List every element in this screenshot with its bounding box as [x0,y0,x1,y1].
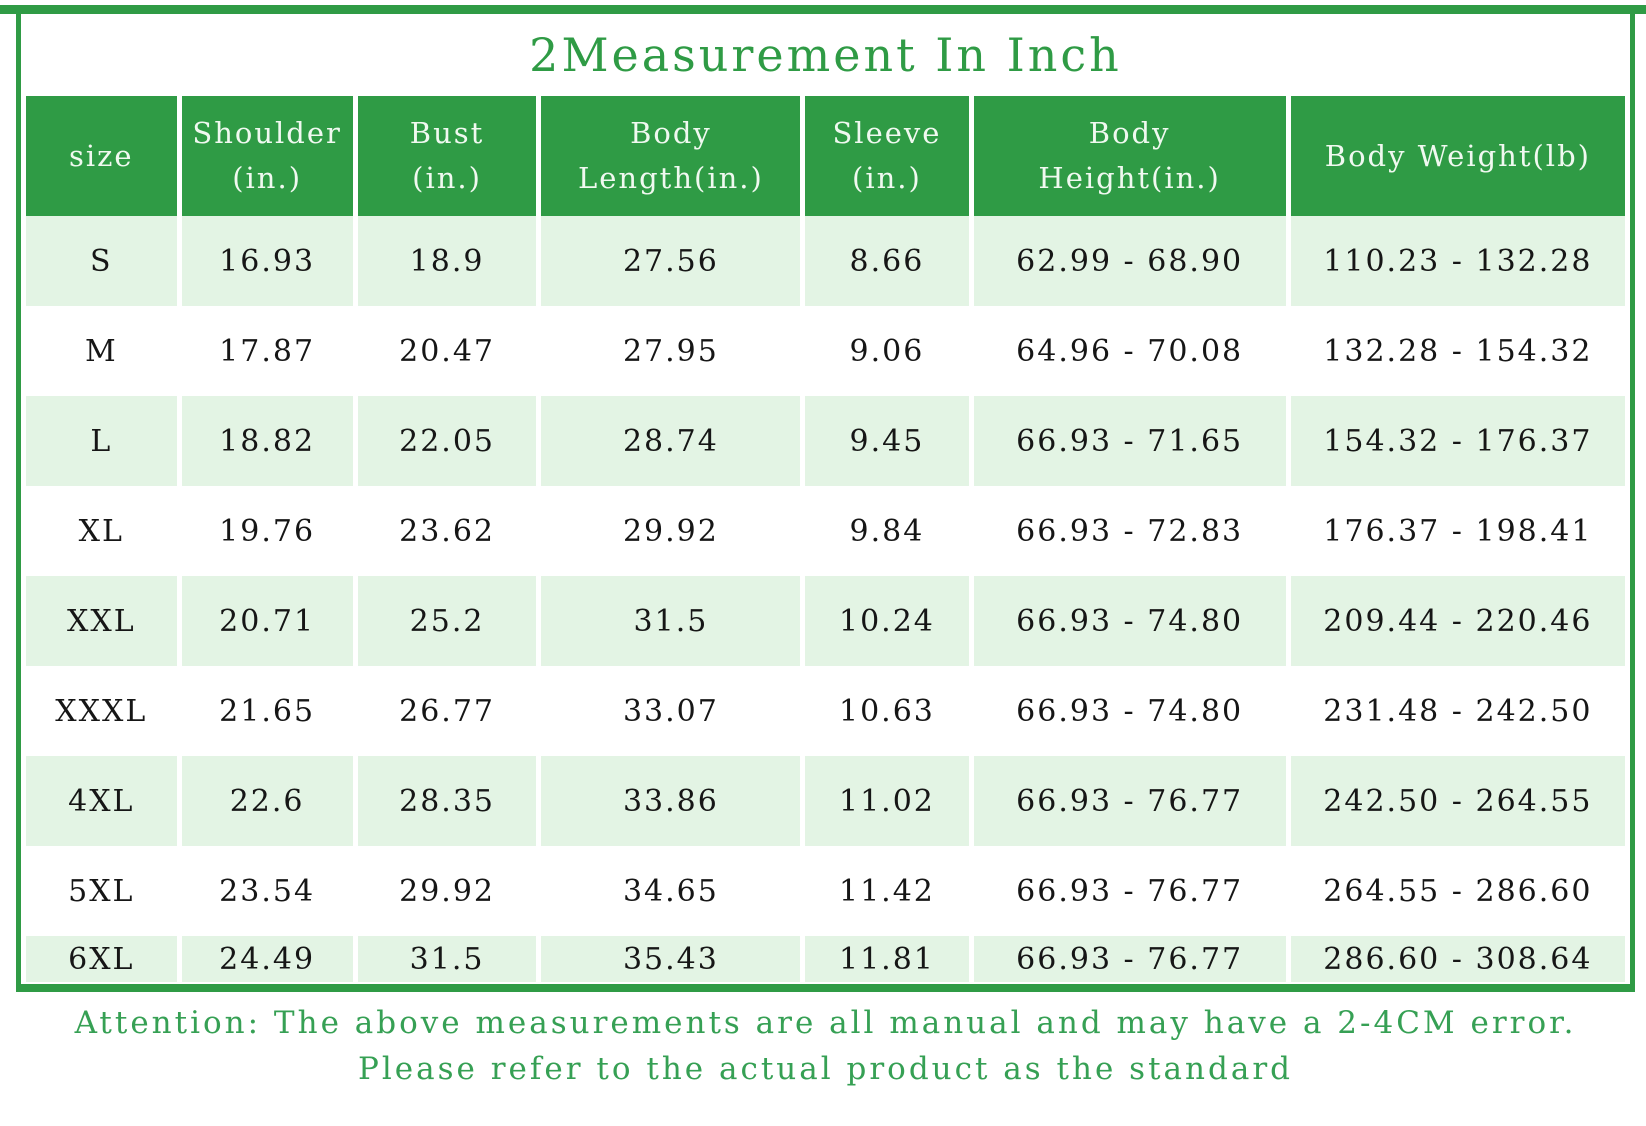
value-cell-body-length: 28.74 [541,396,801,486]
table-row-XL: XL 19.76 23.62 29.92 9.84 66.93 - 72.83 176.37… [26,486,1625,576]
value-cell-shoulder: 16.93 [181,216,353,306]
value-cell-shoulder: 22.6 [181,756,353,846]
value-cell-body-weight: 132.28 - 154.32 [1290,306,1625,396]
table-header: size Shoulder (in.) Bust (in.) Body Length(in.… [26,96,1625,216]
table-row-XXXL: XXXL 21.65 26.77 33.07 10.63 66.93 - 74.80 231… [26,666,1625,756]
value-cell-body-length: 35.43 [541,936,801,982]
top-border-bar [0,5,1646,14]
table-row-M: M 17.87 20.47 27.95 9.06 64.96 - 70.08 132.28 … [26,306,1625,396]
value-cell-body-length: 29.92 [541,486,801,576]
column-header-body-height: Body Height(in.) [973,96,1286,216]
value-cell-body-length: 33.07 [541,666,801,756]
value-cell-bust: 22.05 [357,396,537,486]
page-title: 2Measurement In Inch [529,28,1122,82]
size-chart-frame: 2Measurement In Inch size Shoulder (in.) Bu… [16,14,1635,992]
size-cell: L [26,396,177,486]
value-cell-body-weight: 242.50 - 264.55 [1290,756,1625,846]
value-cell-shoulder: 18.82 [181,396,353,486]
table-row-L: L 18.82 22.05 28.74 9.45 66.93 - 71.65 154.32 … [26,396,1625,486]
size-cell: 4XL [26,756,177,846]
value-cell-sleeve: 9.06 [805,306,969,396]
table-row-XXL: XXL 20.71 25.2 31.5 10.24 66.93 - 74.80 209.44… [26,576,1625,666]
column-header-body-weight: Body Weight(lb) [1290,96,1625,216]
table-row-5XL: 5XL 23.54 29.92 34.65 11.42 66.93 - 76.77 264.… [26,846,1625,936]
value-cell-bust: 23.62 [357,486,537,576]
value-cell-shoulder: 24.49 [181,936,353,982]
column-header-bust: Bust (in.) [357,96,537,216]
attention-line-1: Attention: The above measurements are al… [74,1005,1577,1041]
value-cell-shoulder: 23.54 [181,846,353,936]
table-body: S 16.93 18.9 27.56 8.66 62.99 - 68.90 110.23 -… [26,216,1625,982]
attention-line-2: Please refer to the actual product as th… [358,1051,1293,1087]
value-cell-sleeve: 11.42 [805,846,969,936]
value-cell-body-height: 62.99 - 68.90 [973,216,1286,306]
value-cell-body-height: 66.93 - 76.77 [973,846,1286,936]
value-cell-sleeve: 11.81 [805,936,969,982]
value-cell-bust: 20.47 [357,306,537,396]
value-cell-bust: 18.9 [357,216,537,306]
value-cell-body-height: 66.93 - 74.80 [973,666,1286,756]
value-cell-shoulder: 17.87 [181,306,353,396]
size-cell: XXL [26,576,177,666]
table-row-4XL: 4XL 22.6 28.35 33.86 11.02 66.93 - 76.77 242.5… [26,756,1625,846]
value-cell-sleeve: 11.02 [805,756,969,846]
header-row: size Shoulder (in.) Bust (in.) Body Length(in.… [26,96,1625,216]
size-cell: S [26,216,177,306]
value-cell-body-length: 34.65 [541,846,801,936]
column-header-shoulder: Shoulder (in.) [181,96,353,216]
value-cell-body-length: 33.86 [541,756,801,846]
value-cell-body-weight: 231.48 - 242.50 [1290,666,1625,756]
value-cell-body-height: 66.93 - 74.80 [973,576,1286,666]
value-cell-body-weight: 110.23 - 132.28 [1290,216,1625,306]
value-cell-body-height: 66.93 - 76.77 [973,936,1286,982]
value-cell-body-weight: 154.32 - 176.37 [1290,396,1625,486]
table-row-6XL: 6XL 24.49 31.5 35.43 11.81 66.93 - 76.77 286.6… [26,936,1625,982]
value-cell-bust: 29.92 [357,846,537,936]
attention-note: Attention: The above measurements are al… [16,1000,1635,1092]
value-cell-sleeve: 10.63 [805,666,969,756]
value-cell-body-weight: 286.60 - 308.64 [1290,936,1625,982]
column-header-size: size [26,96,177,216]
value-cell-body-weight: 209.44 - 220.46 [1290,576,1625,666]
size-table: size Shoulder (in.) Bust (in.) Body Length(in.… [21,96,1630,982]
value-cell-sleeve: 9.84 [805,486,969,576]
value-cell-shoulder: 20.71 [181,576,353,666]
value-cell-body-weight: 264.55 - 286.60 [1290,846,1625,936]
value-cell-body-weight: 176.37 - 198.41 [1290,486,1625,576]
table-row-S: S 16.93 18.9 27.56 8.66 62.99 - 68.90 110.23 -… [26,216,1625,306]
size-cell: 5XL [26,846,177,936]
size-cell: XL [26,486,177,576]
value-cell-sleeve: 10.24 [805,576,969,666]
value-cell-body-length: 27.56 [541,216,801,306]
column-header-body-length: Body Length(in.) [541,96,801,216]
value-cell-shoulder: 21.65 [181,666,353,756]
value-cell-body-length: 31.5 [541,576,801,666]
value-cell-sleeve: 9.45 [805,396,969,486]
size-cell: XXXL [26,666,177,756]
value-cell-body-height: 66.93 - 76.77 [973,756,1286,846]
size-cell: 6XL [26,936,177,982]
column-header-sleeve: Sleeve (in.) [805,96,969,216]
value-cell-body-height: 66.93 - 71.65 [973,396,1286,486]
value-cell-body-height: 66.93 - 72.83 [973,486,1286,576]
value-cell-body-height: 64.96 - 70.08 [973,306,1286,396]
value-cell-sleeve: 8.66 [805,216,969,306]
size-cell: M [26,306,177,396]
value-cell-body-length: 27.95 [541,306,801,396]
value-cell-bust: 26.77 [357,666,537,756]
value-cell-bust: 28.35 [357,756,537,846]
value-cell-bust: 31.5 [357,936,537,982]
value-cell-bust: 25.2 [357,576,537,666]
value-cell-shoulder: 19.76 [181,486,353,576]
